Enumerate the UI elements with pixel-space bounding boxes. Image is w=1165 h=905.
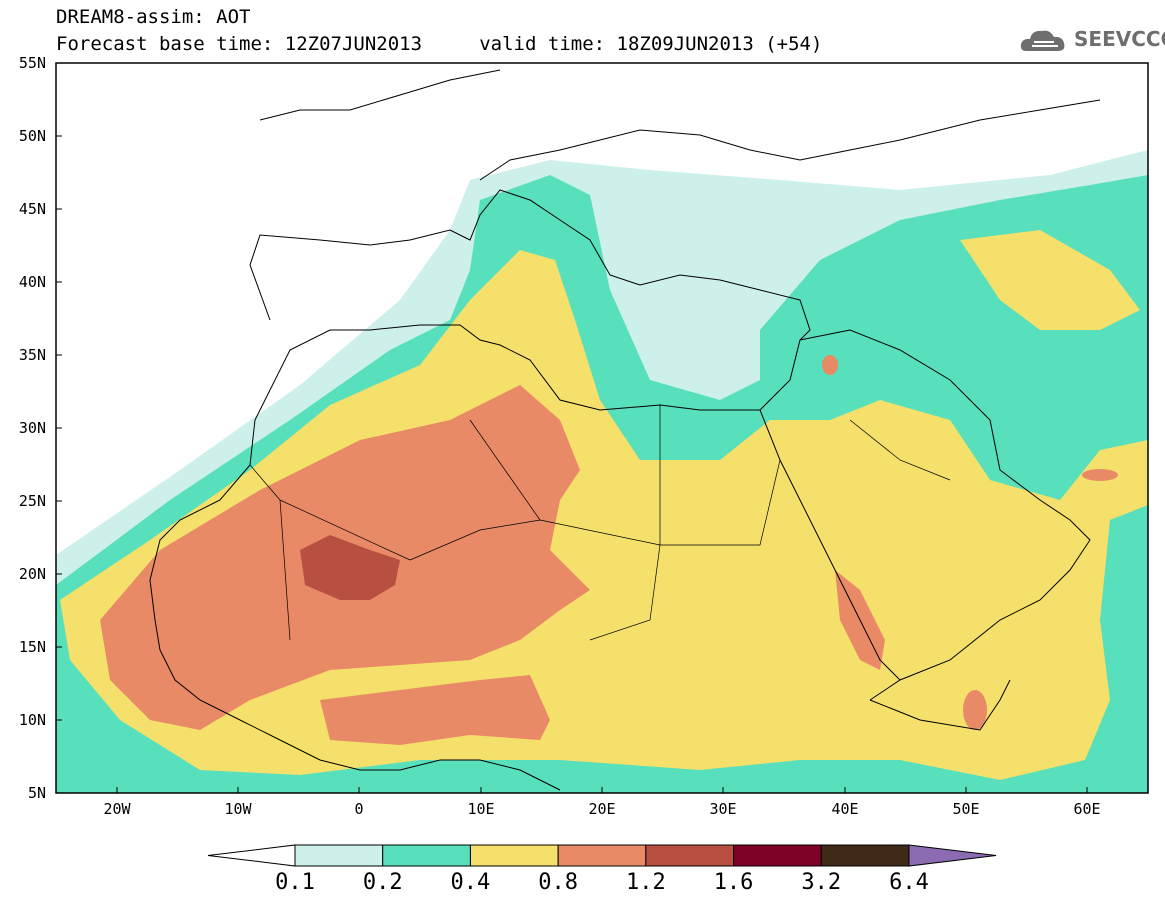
lon-label: 20E <box>588 800 616 818</box>
lon-label: 50E <box>952 800 980 818</box>
aot-band-0-8-spot2 <box>822 355 838 375</box>
lon-label: 10W <box>224 800 252 818</box>
lat-label: 15N <box>18 638 46 656</box>
lat-label: 20N <box>18 565 46 583</box>
colorbar-label: 1.6 <box>713 870 754 895</box>
lat-label: 10N <box>18 711 46 729</box>
lon-label: 40E <box>831 800 859 818</box>
lat-label: 5N <box>27 784 46 802</box>
lon-label: 60E <box>1073 800 1101 818</box>
lat-label: 25N <box>18 492 46 510</box>
aot-band-0-8-south <box>320 675 550 745</box>
lat-label: 50N <box>18 127 46 145</box>
lon-label: 30E <box>709 800 737 818</box>
aot-fields <box>56 69 1148 793</box>
lat-label: 45N <box>18 200 46 218</box>
aot-band-0-4-east <box>960 230 1140 330</box>
aot-band-1-2 <box>300 535 400 600</box>
colorbar-label: 3.2 <box>801 870 842 895</box>
forecast-time-line: Forecast base time: 12Z07JUN2013 valid t… <box>56 33 823 55</box>
logo-text: SEEVCCC <box>1074 27 1165 51</box>
lon-label: 0 <box>354 800 364 818</box>
lat-label: 40N <box>18 273 46 291</box>
colorbar-label: 1.2 <box>625 870 666 895</box>
colorbar-label: 0.1 <box>275 870 315 895</box>
lat-label: 55N <box>18 54 46 72</box>
tick-marks <box>56 135 1088 793</box>
cloud-icon <box>1020 30 1065 51</box>
chart-title: DREAM8-assim: AOT <box>56 6 251 28</box>
colorbar-label: 6.4 <box>889 870 929 895</box>
colorbar-label: 0.2 <box>362 870 403 895</box>
lat-label: 35N <box>18 346 46 364</box>
coastlines <box>149 69 1101 791</box>
colorbar-label: 0.4 <box>450 870 491 895</box>
colorbar-label: 0.8 <box>538 870 579 895</box>
borders <box>249 405 951 641</box>
aot-band-0-8-spot1 <box>963 690 987 730</box>
aot-band-0-8-spot3 <box>1082 469 1118 481</box>
lon-label: 10E <box>467 800 495 818</box>
lon-label: 20W <box>103 800 131 818</box>
lat-label: 30N <box>18 419 46 437</box>
